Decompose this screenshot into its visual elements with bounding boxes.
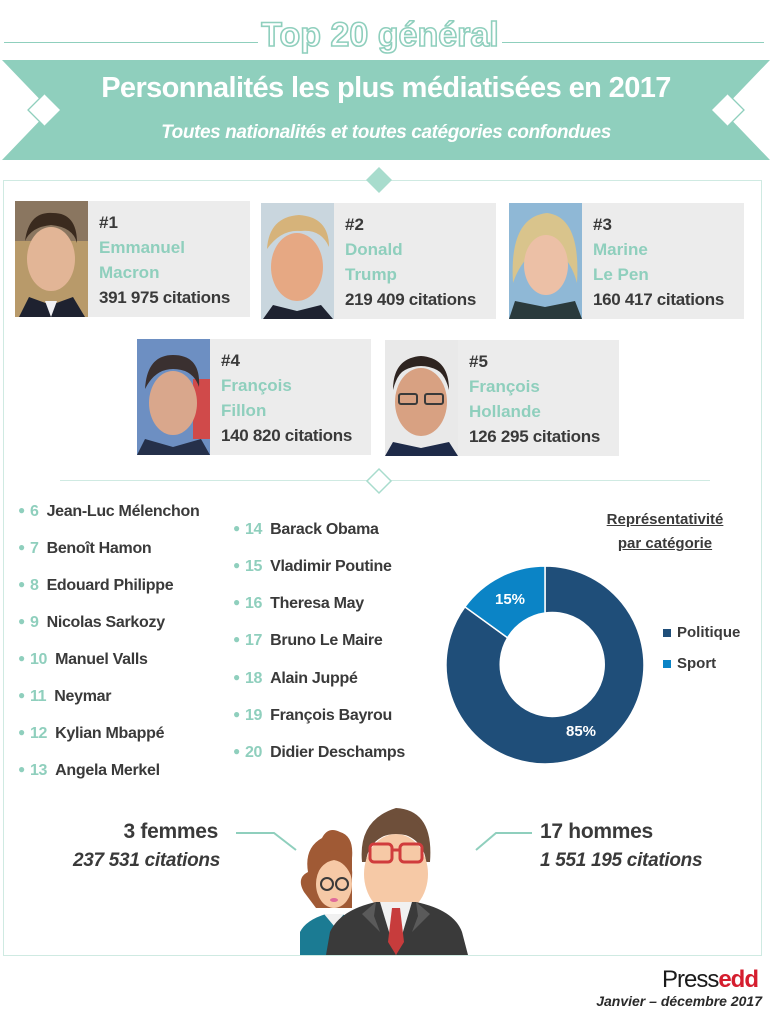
banner-title: Personnalités les plus médiatisées en 20… — [101, 72, 671, 104]
ranking-item: ● 6 Jean-Luc Mélenchon — [18, 503, 200, 520]
card-citations: 219 409 citations — [345, 290, 476, 309]
bullet-icon: ● — [18, 762, 25, 776]
card-citations: 391 975 citations — [99, 288, 230, 307]
ranking-item: ● 20 Didier Deschamps — [233, 744, 405, 761]
card-citations: 160 417 citations — [593, 290, 724, 309]
diamond-outline-icon — [365, 467, 393, 495]
women-citations: 237 531 citations — [73, 850, 220, 871]
portrait-photo — [261, 203, 334, 319]
chart-legend: Politique Sport — [663, 617, 740, 679]
card-first-name: Emmanuel — [99, 238, 185, 257]
ranking-item: ● 10 Manuel Valls — [18, 651, 148, 668]
legend-swatch-icon — [663, 628, 671, 637]
portrait-photo — [385, 340, 458, 456]
bullet-icon: ● — [233, 744, 240, 758]
portrait-photo — [509, 203, 582, 319]
card-last-name: Trump — [345, 265, 397, 284]
card-last-name: Fillon — [221, 401, 267, 420]
ranking-item: ● 9 Nicolas Sarkozy — [18, 614, 165, 631]
diamond-icon — [366, 167, 392, 193]
bullet-icon: ● — [233, 595, 240, 609]
ranking-item: ● 18 Alain Juppé — [233, 670, 358, 687]
ranking-item: ● 17 Bruno Le Maire — [233, 632, 383, 649]
bullet-icon: ● — [18, 688, 25, 702]
card-first-name: François — [221, 376, 292, 395]
card-last-name: Hollande — [469, 402, 541, 421]
chart-title: Représentativité par catégorie — [606, 511, 724, 552]
bullet-icon: ● — [18, 540, 25, 554]
top-card-5: #5 François Hollande 126 295 citations — [385, 340, 619, 456]
bullet-icon: ● — [18, 651, 25, 665]
portrait-photo — [15, 201, 88, 317]
card-last-name: Le Pen — [593, 265, 649, 284]
card-rank: #1 — [99, 213, 118, 232]
ranking-item: ● 8 Edouard Philippe — [18, 577, 174, 594]
card-citations: 126 295 citations — [469, 427, 600, 446]
card-first-name: François — [469, 377, 540, 396]
card-rank: #2 — [345, 215, 364, 234]
ranking-item: ● 16 Theresa May — [233, 595, 364, 612]
bullet-icon: ● — [233, 632, 240, 646]
donut-slice-sport — [463, 565, 546, 639]
people-illustration-icon — [300, 808, 468, 955]
ranking-item: ● 19 François Bayrou — [233, 707, 392, 724]
card-rank: #3 — [593, 215, 612, 234]
bullet-icon: ● — [18, 577, 25, 591]
card-first-name: Donald — [345, 240, 403, 259]
legend-item-politique: Politique — [663, 617, 740, 648]
card-first-name: Marine — [593, 240, 648, 259]
label-sport: 15% — [495, 591, 525, 608]
bullet-icon: ● — [233, 707, 240, 721]
period-label: Janvier – décembre 2017 — [596, 993, 762, 1009]
men-citations: 1 551 195 citations — [540, 850, 703, 871]
ribbon-shape — [2, 60, 770, 160]
card-citations: 140 820 citations — [221, 426, 352, 445]
women-count: 3 femmes — [123, 820, 219, 843]
ranking-item: ● 13 Angela Merkel — [18, 762, 160, 779]
card-rank: #4 — [221, 351, 240, 370]
top-title-section: Top 20 général — [0, 14, 772, 55]
portrait-photo — [137, 339, 210, 455]
bullet-icon: ● — [233, 670, 240, 684]
ranking-item: ● 7 Benoît Hamon — [18, 540, 152, 557]
category-donut-chart: 15% 85% — [445, 565, 645, 765]
bullet-icon: ● — [18, 614, 25, 628]
legend-item-sport: Sport — [663, 648, 740, 679]
card-rank: #5 — [469, 352, 488, 371]
bullet-icon: ● — [18, 503, 25, 517]
top-card-1: #1 Emmanuel Macron 391 975 citations — [15, 201, 250, 317]
ranking-item: ● 15 Vladimir Poutine — [233, 558, 392, 575]
top-title-rule-right — [502, 42, 764, 43]
bullet-icon: ● — [233, 558, 240, 572]
title-banner: Personnalités les plus médiatisées en 20… — [0, 58, 772, 162]
top-title-rule-left — [4, 42, 258, 43]
top-card-2: #2 Donald Trump 219 409 citations — [261, 203, 496, 319]
men-count: 17 hommes — [540, 820, 653, 843]
legend-swatch-icon — [663, 659, 671, 668]
top-card-4: #4 François Fillon 140 820 citations — [137, 339, 371, 455]
label-politique: 85% — [566, 723, 596, 740]
brand-logo: Pressedd — [661, 966, 759, 993]
connector-lines — [236, 832, 532, 851]
ranking-item: ● 12 Kylian Mbappé — [18, 725, 165, 742]
banner-subtitle: Toutes nationalités et toutes catégories… — [161, 122, 611, 143]
card-last-name: Macron — [99, 263, 160, 282]
ranking-item: ● 14 Barack Obama — [233, 521, 379, 538]
donut-slice-politique — [445, 565, 645, 765]
top-card-3: #3 Marine Le Pen 160 417 citations — [509, 203, 744, 319]
bullet-icon: ● — [233, 521, 240, 535]
bullet-icon: ● — [18, 725, 25, 739]
top-title: Top 20 général — [260, 15, 499, 55]
ranking-item: ● 11 Neymar — [18, 688, 112, 705]
